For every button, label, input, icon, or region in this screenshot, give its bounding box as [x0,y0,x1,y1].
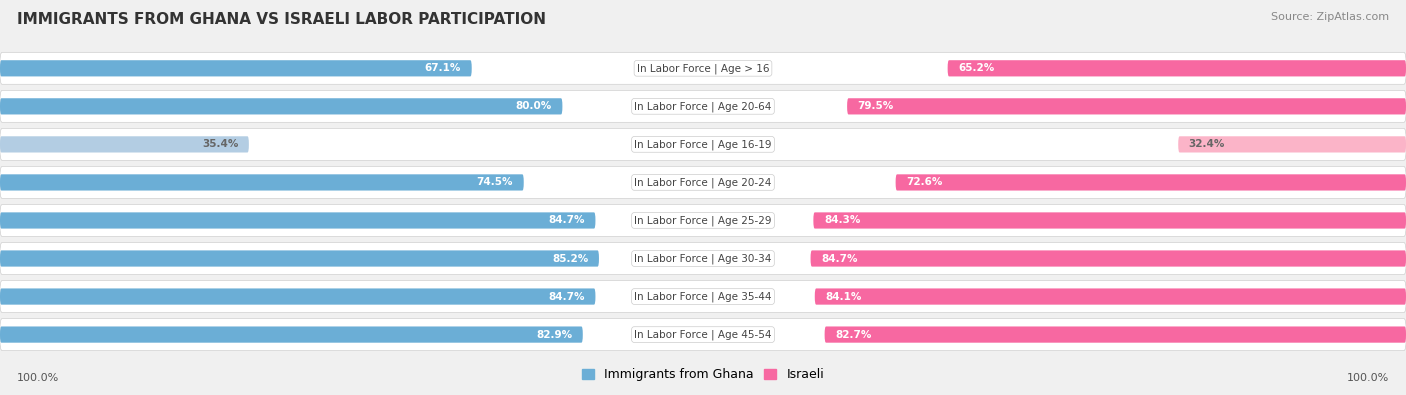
FancyBboxPatch shape [0,90,1406,122]
Text: In Labor Force | Age > 16: In Labor Force | Age > 16 [637,63,769,73]
FancyBboxPatch shape [815,288,1406,305]
FancyBboxPatch shape [846,98,1406,115]
FancyBboxPatch shape [0,205,1406,237]
Text: 82.9%: 82.9% [536,329,572,340]
Text: In Labor Force | Age 20-64: In Labor Force | Age 20-64 [634,101,772,112]
FancyBboxPatch shape [0,250,599,267]
Text: IMMIGRANTS FROM GHANA VS ISRAELI LABOR PARTICIPATION: IMMIGRANTS FROM GHANA VS ISRAELI LABOR P… [17,12,546,27]
Text: 79.5%: 79.5% [858,102,894,111]
Text: Source: ZipAtlas.com: Source: ZipAtlas.com [1271,12,1389,22]
FancyBboxPatch shape [0,60,471,76]
Text: 100.0%: 100.0% [17,373,59,383]
Text: 100.0%: 100.0% [1347,373,1389,383]
FancyBboxPatch shape [0,280,1406,312]
FancyBboxPatch shape [0,288,596,305]
Text: In Labor Force | Age 16-19: In Labor Force | Age 16-19 [634,139,772,150]
Text: 84.7%: 84.7% [548,292,585,301]
Text: In Labor Force | Age 30-34: In Labor Force | Age 30-34 [634,253,772,264]
FancyBboxPatch shape [0,327,583,343]
FancyBboxPatch shape [0,136,249,152]
FancyBboxPatch shape [0,128,1406,160]
Text: 67.1%: 67.1% [425,63,461,73]
FancyBboxPatch shape [0,213,596,229]
FancyBboxPatch shape [0,174,524,190]
FancyBboxPatch shape [0,53,1406,84]
Text: In Labor Force | Age 25-29: In Labor Force | Age 25-29 [634,215,772,226]
Text: 84.7%: 84.7% [548,215,585,226]
Text: 32.4%: 32.4% [1189,139,1225,149]
FancyBboxPatch shape [813,213,1406,229]
Text: 84.1%: 84.1% [825,292,862,301]
FancyBboxPatch shape [0,319,1406,350]
Text: 84.7%: 84.7% [821,254,858,263]
FancyBboxPatch shape [0,166,1406,198]
Text: 84.3%: 84.3% [824,215,860,226]
Text: 35.4%: 35.4% [202,139,239,149]
Text: 85.2%: 85.2% [553,254,589,263]
Text: 74.5%: 74.5% [477,177,513,188]
FancyBboxPatch shape [948,60,1406,76]
FancyBboxPatch shape [0,98,562,115]
Text: 65.2%: 65.2% [959,63,994,73]
FancyBboxPatch shape [896,174,1406,190]
FancyBboxPatch shape [0,243,1406,275]
FancyBboxPatch shape [1178,136,1406,152]
Text: In Labor Force | Age 35-44: In Labor Force | Age 35-44 [634,291,772,302]
Text: 72.6%: 72.6% [907,177,942,188]
Legend: Immigrants from Ghana, Israeli: Immigrants from Ghana, Israeli [578,364,828,385]
Text: 80.0%: 80.0% [516,102,551,111]
Text: In Labor Force | Age 20-24: In Labor Force | Age 20-24 [634,177,772,188]
FancyBboxPatch shape [810,250,1406,267]
Text: In Labor Force | Age 45-54: In Labor Force | Age 45-54 [634,329,772,340]
FancyBboxPatch shape [824,327,1406,343]
Text: 82.7%: 82.7% [835,329,872,340]
